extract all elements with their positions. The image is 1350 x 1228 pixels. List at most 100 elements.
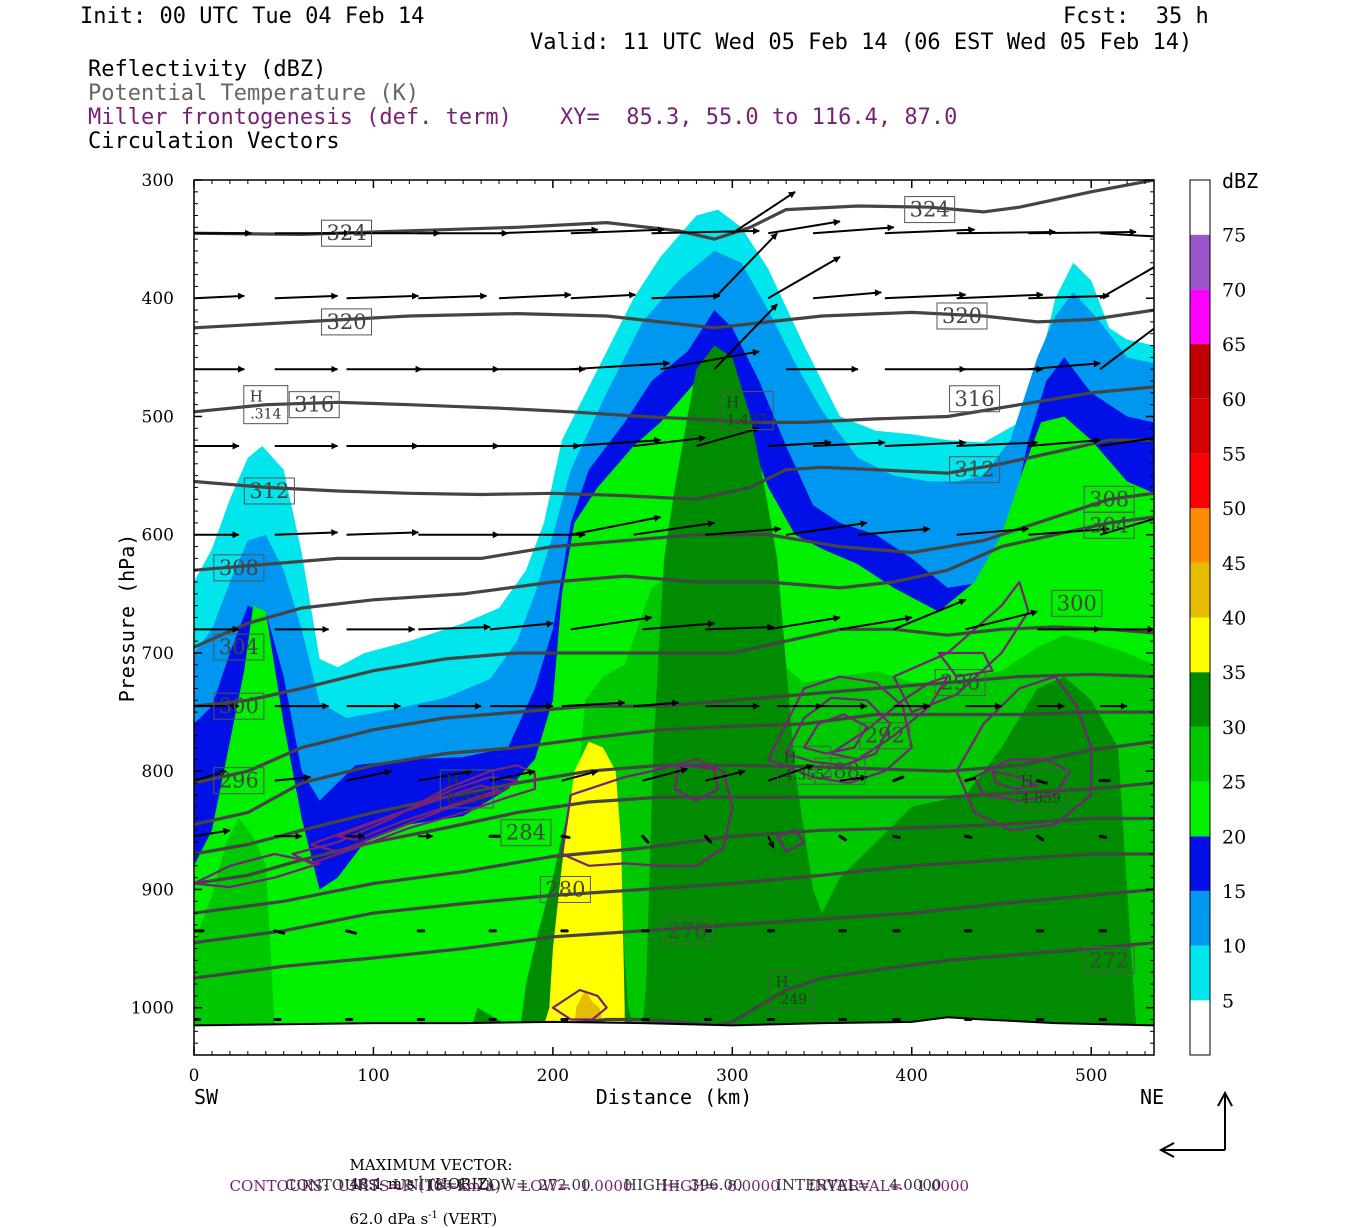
frontogenesis-contour-16 bbox=[776, 829, 806, 853]
vector-13 bbox=[1100, 232, 1154, 238]
high-box-3 bbox=[777, 745, 832, 785]
colorbar-label-15: 15 bbox=[1222, 881, 1246, 903]
vector-123 bbox=[1098, 834, 1108, 839]
vector-104 bbox=[767, 764, 814, 782]
isentrope-label-10: 304 bbox=[219, 635, 259, 659]
vector-5 bbox=[570, 226, 665, 235]
contours-theta-line: CONTOURS: UNITS=K LOW= 272.00 HIGH= 396.… bbox=[285, 1176, 942, 1194]
frontogenesis-contour-7 bbox=[784, 696, 892, 767]
vector-125 bbox=[273, 929, 286, 935]
isentrope-label-13: 300 bbox=[1057, 591, 1097, 615]
isentrope-320 bbox=[194, 308, 1154, 330]
vector-78 bbox=[893, 598, 967, 631]
colorbar-frame bbox=[1189, 179, 1211, 1056]
isentrope-label-box-20 bbox=[661, 917, 713, 945]
vector-116 bbox=[641, 834, 650, 844]
high-box-2 bbox=[439, 769, 494, 809]
ne-label: NE bbox=[1140, 1085, 1164, 1109]
isentrope-308 bbox=[194, 491, 1154, 572]
colorbar-segment-15 bbox=[1190, 836, 1210, 891]
vector-54 bbox=[1100, 437, 1154, 448]
frontogenesis-contour-5 bbox=[673, 764, 720, 802]
colorbar-segment-10 bbox=[1190, 890, 1210, 946]
isentrope-label-1: 324 bbox=[910, 198, 950, 222]
isentrope-label-12: 300 bbox=[219, 694, 259, 718]
isentrope-label-box-18 bbox=[500, 819, 552, 847]
colorbar-label-40: 40 bbox=[1222, 608, 1246, 630]
vector-79 bbox=[965, 609, 1039, 631]
y-tick-label-500: 500 bbox=[142, 407, 174, 427]
vector-107 bbox=[964, 776, 977, 783]
colorbar-label-45: 45 bbox=[1222, 553, 1246, 575]
vector-52 bbox=[956, 439, 1039, 448]
vector-60 bbox=[570, 514, 662, 536]
vector-35 bbox=[713, 303, 778, 370]
contours-fronto-units: CONTOURS: UNITS=K (100 km h) bbox=[229, 1177, 501, 1195]
colorbar-segment-35 bbox=[1190, 617, 1210, 673]
vector-63 bbox=[786, 520, 868, 536]
frontogenesis-contour-3 bbox=[194, 852, 321, 889]
frontogenesis-contour-12 bbox=[955, 675, 1093, 832]
vector-77 bbox=[839, 615, 913, 631]
high-value-3: 4.355 bbox=[784, 767, 824, 783]
x-tick-label-300: 300 bbox=[716, 1066, 748, 1086]
colorbar-segment-55 bbox=[1190, 398, 1210, 454]
vector-98 bbox=[346, 769, 393, 782]
terrain-line bbox=[194, 1016, 1154, 1027]
colorbar-segment-70 bbox=[1190, 234, 1210, 290]
y-tick-label-600: 600 bbox=[142, 526, 174, 546]
reflectivity-area-30dbz bbox=[472, 345, 1154, 1055]
vector-72 bbox=[489, 620, 554, 631]
vector-102 bbox=[642, 767, 689, 782]
vector-51 bbox=[884, 439, 967, 448]
vector-76 bbox=[768, 615, 841, 631]
vector-105 bbox=[839, 774, 868, 782]
x-tick-label-200: 200 bbox=[537, 1066, 569, 1086]
reflectivity-area-35dbz bbox=[543, 741, 625, 1055]
colorbar-label-50: 50 bbox=[1222, 498, 1246, 520]
vector-25 bbox=[956, 291, 1044, 300]
vector-121 bbox=[964, 834, 973, 839]
y-axis-title: Pressure (hPa) bbox=[115, 534, 139, 703]
colorbar-segment-20 bbox=[1190, 781, 1210, 837]
vector-27 bbox=[1099, 266, 1154, 300]
vector-108 bbox=[1035, 779, 1048, 785]
high-value-2: 8.824 bbox=[447, 791, 487, 807]
vector-8 bbox=[768, 218, 841, 235]
vector-67 bbox=[1099, 517, 1154, 536]
high-value-1: 1.437 bbox=[727, 413, 767, 429]
isentrope-label-20: 276 bbox=[667, 919, 707, 943]
colorbar-segment-40 bbox=[1190, 562, 1210, 618]
vector-97 bbox=[274, 774, 312, 782]
vector-120 bbox=[892, 834, 901, 839]
isentrope-324 bbox=[194, 180, 1154, 241]
isentrope-label-3: 320 bbox=[942, 304, 982, 328]
vector-106 bbox=[892, 775, 905, 783]
frontogenesis-contour-9 bbox=[829, 675, 949, 761]
isentrope-label-box-4 bbox=[288, 391, 340, 419]
vector-96 bbox=[194, 769, 227, 782]
isentrope-292 bbox=[194, 710, 1154, 826]
high-box-0 bbox=[243, 385, 289, 425]
isentrope-276 bbox=[194, 852, 1154, 945]
isentrope-272 bbox=[194, 887, 1154, 980]
isentrope-label-box-21 bbox=[1083, 946, 1135, 974]
colorbar-segment-25 bbox=[1190, 726, 1210, 782]
high-value-4: 4.859 bbox=[1021, 791, 1061, 807]
vector-19 bbox=[570, 291, 637, 300]
colorbar-label-70: 70 bbox=[1222, 279, 1246, 301]
isentrope-284 bbox=[194, 781, 1154, 886]
isentrope-label-box-5 bbox=[949, 385, 1001, 413]
isentrope-label-16: 292 bbox=[865, 724, 905, 748]
max-vector-label: MAXIMUM VECTOR: bbox=[349, 1156, 513, 1174]
isentrope-label-box-15 bbox=[934, 669, 986, 697]
colorbar-label-35: 35 bbox=[1222, 662, 1246, 684]
isentrope-label-21: 272 bbox=[1089, 948, 1129, 972]
vector-73 bbox=[570, 614, 653, 631]
high-value-0: .314 bbox=[250, 407, 281, 423]
isentrope-label-box-16 bbox=[859, 722, 911, 750]
isentrope-label-box-14 bbox=[213, 767, 265, 795]
vector-50 bbox=[813, 439, 886, 448]
high-box-1 bbox=[719, 391, 774, 431]
